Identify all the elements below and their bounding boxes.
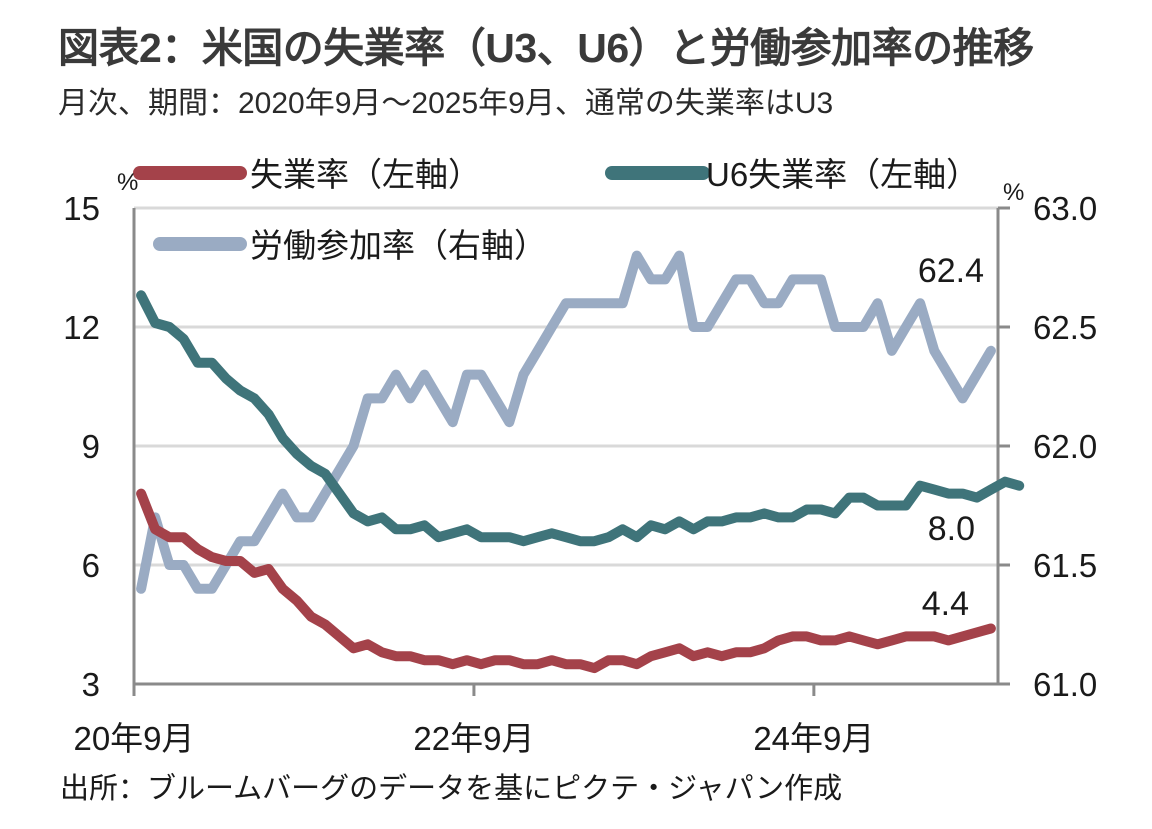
series-lines xyxy=(136,250,1025,674)
left-tick-label: 6 xyxy=(82,547,100,584)
last-value-label-lfpr: 62.4 xyxy=(918,252,984,290)
right-tick-label: 62.0 xyxy=(1033,428,1097,465)
left-tick-label: 9 xyxy=(82,428,100,465)
series-line-u6 xyxy=(136,290,1025,547)
left-tick-label: 3 xyxy=(82,666,100,703)
legend-label-lfpr: 労働参加率（右軸） xyxy=(250,227,547,264)
series-line-lfpr xyxy=(136,250,996,594)
source-note: 出所：ブルームバーグのデータを基にピクテ・ジャパン作成 xyxy=(60,773,843,805)
chart-title: 図表2：米国の失業率（U3、U6）と労働参加率の推移 xyxy=(58,25,1034,71)
x-tick-label: 24年9月 xyxy=(753,720,874,757)
legend: 失業率（左軸） U6失業率（左軸） 労働参加率（右軸） xyxy=(133,156,979,264)
last-value-label-u3: 4.4 xyxy=(922,585,969,623)
right-tick-label: 62.5 xyxy=(1033,309,1097,346)
legend-label-u6: U6失業率（左軸） xyxy=(706,156,979,193)
chart-subtitle: 月次、期間：2020年9月～2025年9月、通常の失業率はU3 xyxy=(58,87,834,120)
x-tick-label: 22年9月 xyxy=(413,720,534,757)
right-tick-label: 61.0 xyxy=(1033,666,1097,703)
series-line-u3 xyxy=(136,488,996,674)
left-tick-label: 15 xyxy=(63,190,100,227)
right-tick-label: 61.5 xyxy=(1033,547,1097,584)
right-axis-unit: % xyxy=(1003,179,1024,206)
left-tick-label: 12 xyxy=(63,309,100,346)
legend-label-u3: 失業率（左軸） xyxy=(250,156,481,193)
last-value-label-u6: 8.0 xyxy=(928,510,975,548)
axes: 15 12 9 6 3 63.0 62.5 62.0 61.5 61.0 20年9月 22年9月 24年… xyxy=(63,190,1097,757)
x-tick-label: 20年9月 xyxy=(73,720,194,757)
left-axis-unit: % xyxy=(117,169,138,196)
right-tick-label: 63.0 xyxy=(1033,190,1097,227)
